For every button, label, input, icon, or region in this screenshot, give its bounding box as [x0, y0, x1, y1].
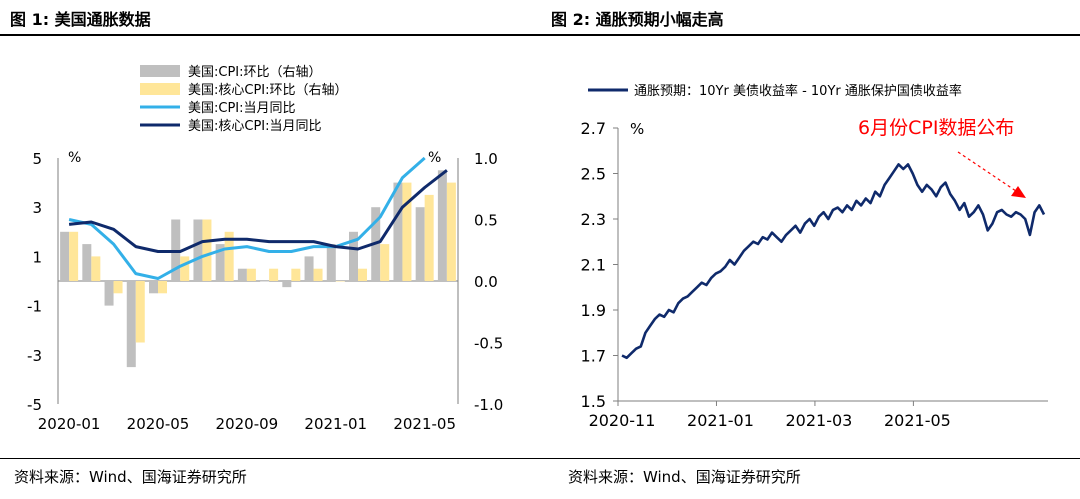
chart-2-title: 图 2: 通胀预期小幅走高 [551, 10, 724, 29]
y-tick-label: 2.1 [581, 256, 606, 275]
bar-cpi-mom [215, 244, 225, 281]
legend-cpi-mom-label: 美国:CPI:环比（右轴） [188, 65, 322, 80]
right-tick-label: -0.5 [474, 335, 503, 353]
bar-core-cpi-mom [335, 281, 345, 282]
bar-cpi-mom [149, 281, 158, 294]
bar-cpi-mom [260, 281, 270, 282]
bar-cpi-mom [282, 281, 292, 288]
left-tick-label: -5 [27, 396, 42, 414]
bar-core-cpi-mom [69, 231, 79, 281]
bar-cpi-mom [126, 281, 136, 368]
right-tick-label: 0.0 [474, 273, 498, 291]
left-tick-label: 5 [32, 150, 42, 168]
x-tick-label: 2021-01 [304, 415, 367, 433]
bar-cpi-mom [104, 281, 114, 306]
bar-core-cpi-mom [202, 219, 212, 281]
right-tick-label: 0.5 [474, 212, 498, 230]
annotation-text: 6月份CPI数据公布 [858, 117, 1014, 139]
legend-cpi-mom-swatch [140, 65, 180, 77]
bar-core-cpi-mom [358, 268, 367, 281]
y-tick-label: 2.5 [581, 165, 606, 184]
bar-core-cpi-mom [246, 268, 256, 281]
left-tick-label: 3 [32, 199, 42, 217]
legend-core-cpi-mom-swatch [140, 83, 180, 95]
y-tick-label: 1.5 [581, 392, 606, 411]
bar-core-cpi-mom [446, 182, 456, 281]
bar-cpi-mom [415, 207, 425, 281]
right-unit-label: % [428, 150, 441, 166]
annotation-arrow-head [1011, 186, 1026, 198]
left-tick-label: 1 [32, 248, 42, 266]
bar-core-cpi-mom [180, 256, 190, 281]
x-tick-label: 2021-01 [687, 411, 754, 430]
bar-core-cpi-mom [224, 231, 234, 281]
inflation-expectation-chart: 2.7 2.5 2.3 2.1 1.9 1.7 1.5% 2020-11 2021-01 2021… [581, 83, 1048, 430]
x-tick-label: 2020-05 [127, 415, 190, 433]
bar-cpi-mom [393, 182, 403, 281]
bar-cpi-mom [193, 219, 203, 281]
legend-cpi-yoy-label: 美国:CPI:当月同比 [188, 101, 296, 116]
bar-cpi-mom [437, 170, 447, 281]
x-tick-label: 2021-05 [884, 411, 951, 430]
bar-core-cpi-mom [402, 182, 412, 281]
y-tick-label: 2.3 [581, 210, 606, 229]
bar-cpi-mom [304, 256, 314, 281]
x-tick-label: 2020-01 [38, 415, 101, 433]
annotation-arrow-line [957, 151, 1017, 192]
bar-cpi-mom [60, 231, 70, 281]
legend-core-cpi-mom-label: 美国:核心CPI:环比（右轴） [188, 83, 348, 98]
right-tick-label: -1.0 [474, 396, 503, 414]
bar-cpi-mom [82, 244, 92, 281]
line-cpi-yoy [68, 156, 426, 280]
bar-cpi-mom [349, 231, 358, 281]
bar-cpi-mom [326, 244, 336, 281]
x-tick-label: 2021-03 [786, 411, 853, 430]
line-core-cpi-yoy [68, 169, 448, 253]
legend-label: 通胀预期：10Yr 美债收益率 - 10Yr 通胀保护国债收益率 [634, 83, 962, 99]
bar-core-cpi-mom [135, 281, 145, 343]
y-unit-label: % [630, 120, 644, 138]
bar-core-cpi-mom [158, 281, 167, 294]
chart-1-title: 图 1: 美国通胀数据 [10, 10, 151, 29]
bar-core-cpi-mom [113, 281, 123, 294]
us-inflation-chart: 5 3 1 -1 -3 -5 1.0 0.5 0.0 -0.5 -1.0% % 2020-01 2020-… [27, 65, 503, 433]
bar-core-cpi-mom [269, 268, 279, 281]
left-tick-label: -3 [27, 347, 42, 365]
y-tick-label: 1.7 [581, 347, 606, 366]
left-tick-label: -1 [27, 298, 42, 316]
left-unit-label: % [68, 150, 81, 166]
bar-core-cpi-mom [313, 268, 323, 281]
x-tick-label: 2020-09 [216, 415, 279, 433]
x-tick-label: 2020-11 [589, 411, 656, 430]
bar-core-cpi-mom [424, 194, 434, 281]
y-tick-label: 2.7 [581, 119, 606, 138]
right-tick-label: 1.0 [474, 150, 498, 168]
chart-2-source: 资料来源：Wind、国海证券研究所 [568, 468, 801, 486]
chart-1-source: 资料来源：Wind、国海证券研究所 [14, 468, 247, 486]
legend-core-cpi-yoy-label: 美国:核心CPI:当月同比 [188, 119, 322, 134]
bar-core-cpi-mom [291, 268, 301, 281]
source-rule [0, 458, 1080, 459]
title-rule [0, 34, 1080, 36]
x-tick-label: 2021-05 [393, 415, 456, 433]
bar-cpi-mom [237, 268, 247, 281]
line-inflation-expectation [621, 163, 1046, 360]
bar-core-cpi-mom [380, 244, 390, 281]
bar-core-cpi-mom [91, 256, 101, 281]
y-tick-label: 1.9 [581, 301, 606, 320]
